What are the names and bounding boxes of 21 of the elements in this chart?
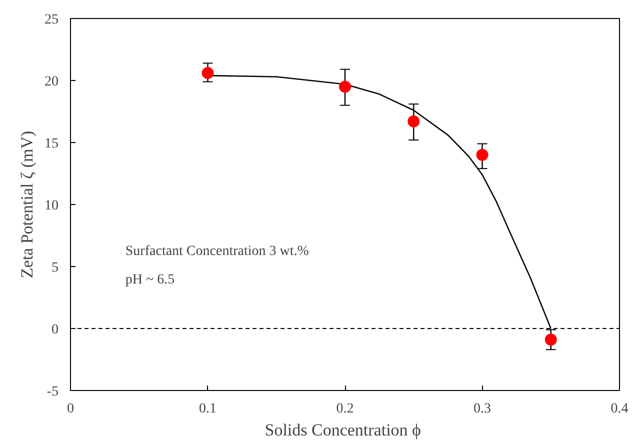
x-axis-title: Solids Concentration ϕ (264, 420, 422, 440)
y-tick-label: 10 (44, 198, 58, 214)
y-tick-label: -5 (46, 384, 59, 400)
annotation: Surfactant Concentration 3 wt.% (125, 244, 310, 260)
point (339, 80, 351, 93)
point (202, 67, 214, 80)
point (476, 148, 488, 161)
y-tick-label: 20 (44, 74, 58, 90)
x-tick-label: 0.2 (336, 402, 354, 416)
point (544, 334, 557, 346)
x-tick-label: 0.4 (610, 402, 628, 416)
annotation: pH ~ 6.5 (125, 272, 175, 288)
y-axis-title: Zeta Potential ζ (mV) (18, 130, 36, 278)
y-tick-label: 5 (52, 260, 58, 276)
x-tick-label: 0.1 (199, 402, 216, 416)
x-tick-label: 0 (67, 402, 74, 416)
y-tick-label: 25 (44, 12, 58, 28)
x-tick-label: 0.3 (474, 402, 491, 416)
y-tick-label: 0 (52, 322, 58, 338)
point (408, 115, 420, 128)
y-tick-label: 15 (44, 136, 58, 152)
